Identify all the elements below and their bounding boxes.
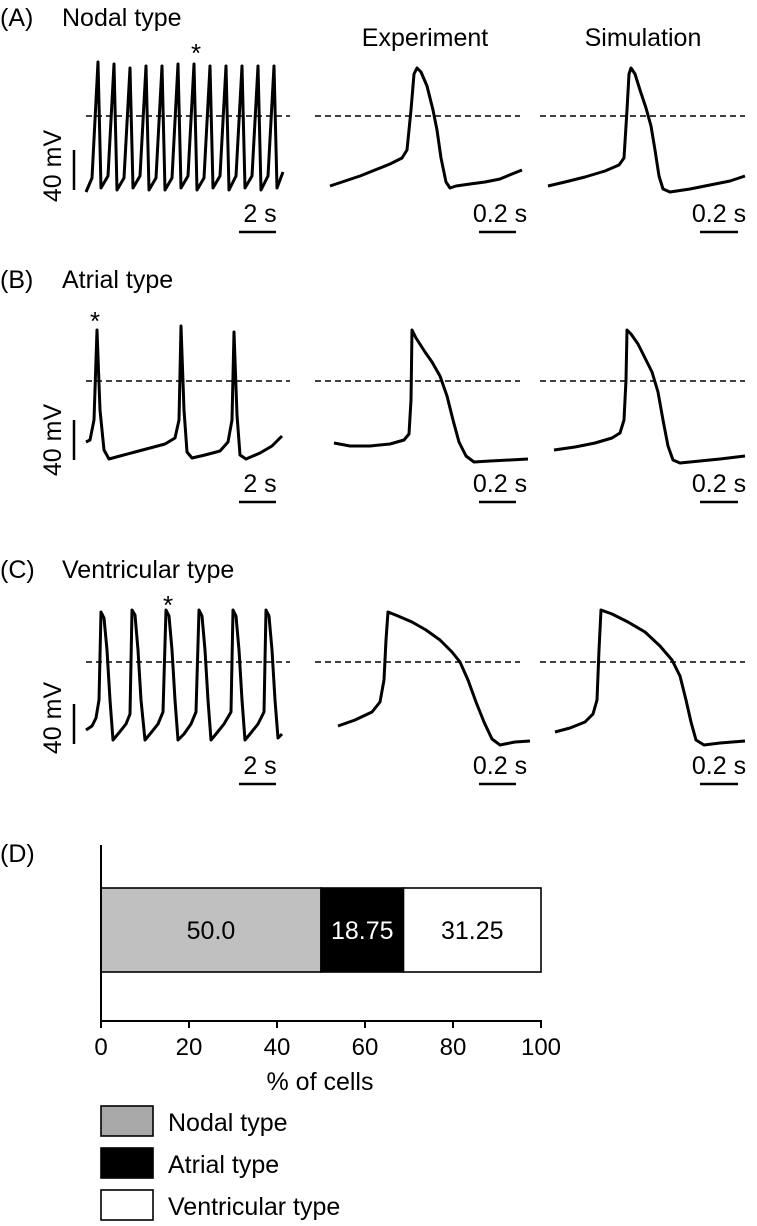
panel-b-trace-long [85,324,284,461]
legend-swatch-nodal-type [100,1105,154,1137]
panel-a-trace-long [84,60,285,193]
panel-c-time-scale-label-simulation: 0.2 s [692,752,746,780]
panel-d: (D) 50.0 18.75 31.25 0 20 40 60 80 100 % of cel… [0,840,561,1221]
legend-swatch-atrial-type [100,1147,154,1179]
panel-b-title: Atrial type [62,266,173,294]
panel-c-label: (C) [0,556,35,584]
panel-c-voltage-scale-label: 40 mV [39,682,67,755]
legend-swatch-ventricular-type [100,1189,154,1221]
panel-b-time-scale-label-experiment: 0.2 s [473,470,527,498]
panel-c-time-scale-label-long: 2 s [243,752,276,780]
panel-a-time-scale-label-experiment: 0.2 s [473,200,527,228]
panel-a-trace-simulation [547,66,746,194]
x-tick-label: 0 [94,1034,107,1061]
bar-segment-atrial-type [320,887,405,973]
panel-b-time-scale-label-simulation: 0.2 s [692,470,746,498]
panel-c: (C) Ventricular type * 40 mV 2 s 0.2 s 0… [0,556,746,786]
panel-a-title: Nodal type [62,4,182,32]
panel-b-trace-simulation [553,328,746,465]
legend: Nodal type Atrial type Ventricular type [100,1105,340,1221]
panel-a-trace-experiment [329,66,523,190]
x-tick-label: 60 [352,1034,379,1061]
bar-value-label-nodal-type: 50.0 [187,917,236,945]
panel-b-voltage-scale-label: 40 mV [39,404,67,477]
panel-b: (B) Atrial type * 40 mV 2 s 0.2 s 0.2 s [0,266,746,504]
panel-a: (A) Nodal type * 40 mV 2 s 0.2 s 0.2 s [0,4,746,234]
bar-segment-ventricular-type [402,887,542,973]
panel-c-trace-simulation [554,608,746,747]
x-tick-label: 100 [521,1034,561,1061]
panel-c-time-scale-label-experiment: 0.2 s [473,752,527,780]
x-tick-label: 40 [264,1034,291,1061]
panel-a-marker: * [191,38,201,68]
legend-label-atrial-type: Atrial type [168,1151,279,1179]
panel-c-trace-long [85,608,284,742]
x-axis-ticks: 0 20 40 60 80 100 [94,1021,561,1061]
bar-segment-nodal-type [100,887,322,973]
x-tick-label: 80 [440,1034,467,1061]
panel-a-time-scale-label-simulation: 0.2 s [692,200,746,228]
panel-b-marker: * [90,306,100,336]
panel-a-label: (A) [0,4,33,32]
bar-value-label-ventricular-type: 31.25 [441,917,504,945]
column-header-experiment: Experiment [362,24,488,52]
bar-value-label-atrial-type: 18.75 [331,917,394,945]
panel-c-trace-experiment [337,610,531,747]
legend-label-nodal-type: Nodal type [168,1109,288,1137]
panel-b-label: (B) [0,266,33,294]
panel-c-title: Ventricular type [62,556,234,584]
panel-d-label: (D) [0,840,35,868]
legend-label-ventricular-type: Ventricular type [168,1193,340,1221]
panel-b-trace-experiment [333,328,529,464]
panel-c-marker: * [163,590,173,620]
x-tick-label: 20 [176,1034,203,1061]
x-axis-title: % of cells [267,1068,374,1096]
column-header-simulation: Simulation [585,24,702,52]
panel-a-time-scale-label-long: 2 s [243,200,276,228]
panel-a-voltage-scale-label: 40 mV [39,130,67,203]
panel-b-time-scale-label-long: 2 s [243,470,276,498]
stacked-bar: 50.0 18.75 31.25 [100,887,542,973]
